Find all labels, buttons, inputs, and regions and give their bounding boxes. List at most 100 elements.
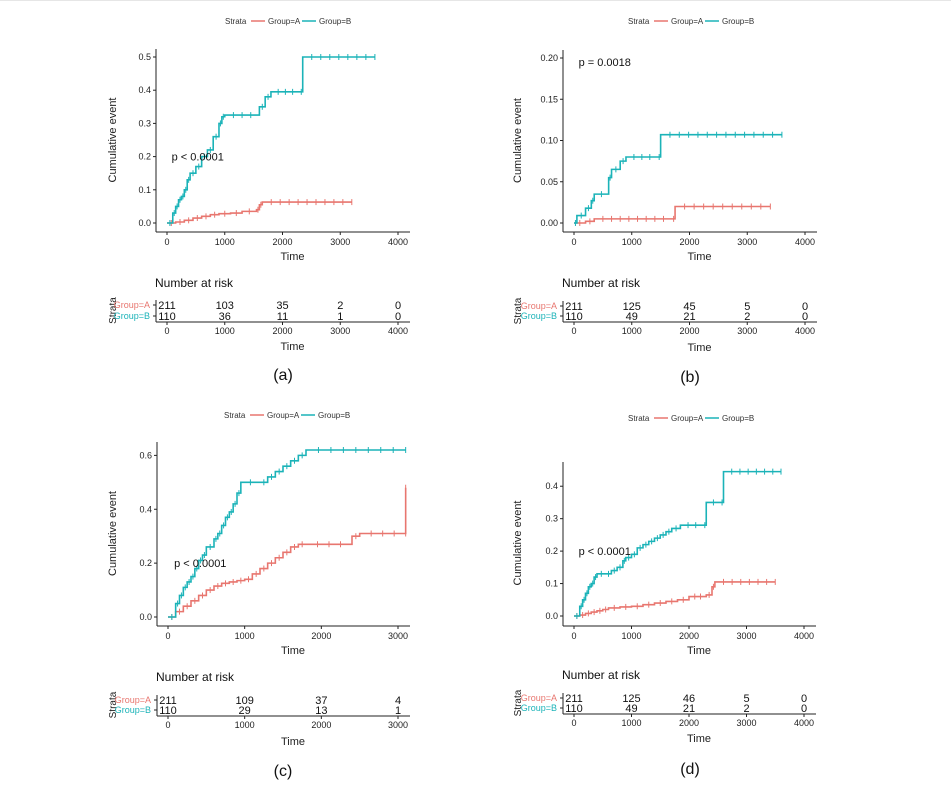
legend-title: Strata xyxy=(225,17,247,26)
km-curve-group-a xyxy=(167,201,352,224)
risk-table: Number at riskStrataGroup=AGroup=B211110… xyxy=(108,276,410,353)
y-tick-label: 0.1 xyxy=(138,185,151,195)
risk-table: Number at riskStrataGroup=AGroup=B211110… xyxy=(513,276,817,354)
risk-value-b: 0 xyxy=(802,311,808,323)
y-axis-label: Cumulative event xyxy=(512,98,524,183)
legend-label-b: Group=B xyxy=(318,411,350,420)
km-curve-group-b xyxy=(574,470,781,617)
risk-row-label-b: Group=B xyxy=(521,703,557,713)
risk-strata-label: Strata xyxy=(513,689,524,716)
legend-label-a: Group=A xyxy=(268,17,301,26)
risk-table-title: Number at risk xyxy=(562,668,641,682)
km-curve-group-b xyxy=(574,133,782,224)
legend-label-a: Group=A xyxy=(671,17,704,26)
panel-caption: (d) xyxy=(680,761,700,778)
y-tick-label: 0.0 xyxy=(545,611,558,621)
risk-value-a: 45 xyxy=(683,301,695,313)
p-value: p < 0.0001 xyxy=(579,546,631,558)
x-tick-label: 4000 xyxy=(794,631,814,641)
risk-value-b: 2 xyxy=(744,311,750,323)
y-tick-label: 0.2 xyxy=(139,558,152,568)
risk-value-a: 35 xyxy=(276,300,288,312)
legend: Strata Group=A Group=B xyxy=(628,414,754,423)
risk-value-b: 49 xyxy=(625,703,637,715)
y-tick-label: 0.2 xyxy=(545,546,558,556)
legend-label-b: Group=B xyxy=(722,17,754,26)
risk-strata-label: Strata xyxy=(513,297,524,324)
y-tick-label: 0.5 xyxy=(138,52,151,62)
risk-value-b: 49 xyxy=(626,311,638,323)
risk-table: Number at riskStrataGroup=AGroup=B211110… xyxy=(108,670,410,748)
risk-row-label-b: Group=B xyxy=(115,705,151,715)
risk-value-a: 2 xyxy=(337,300,343,312)
risk-value-b: 13 xyxy=(315,705,327,717)
y-tick-label: 0.2 xyxy=(138,152,151,162)
panel-c: Strata Group=A Group=B0.00.20.40.60 1000 200… xyxy=(107,411,410,780)
risk-value-a: 4 xyxy=(395,695,401,707)
censor-marks-b xyxy=(171,447,407,620)
legend: Strata Group=A Group=B xyxy=(225,17,351,26)
risk-value-a: 5 xyxy=(744,301,750,313)
legend-label-a: Group=A xyxy=(267,411,300,420)
top-border xyxy=(0,0,951,1)
risk-value-b: 1 xyxy=(395,705,401,717)
risk-x-axis-label: Time xyxy=(687,342,711,354)
x-tick-label: 3000 xyxy=(330,237,350,247)
x-tick-label: 2000 xyxy=(679,237,699,247)
risk-row-label-b: Group=B xyxy=(114,311,150,321)
risk-table-title: Number at risk xyxy=(155,276,234,290)
risk-value-b: 110 xyxy=(565,703,583,715)
risk-x-tick-label: 1000 xyxy=(235,720,255,730)
y-tick-label: 0.0 xyxy=(139,612,152,622)
y-tick-label: 0.0 xyxy=(138,218,151,228)
p-value: p < 0.0001 xyxy=(174,558,226,570)
risk-value-b: 0 xyxy=(801,703,807,715)
risk-value-a: 211 xyxy=(159,695,177,707)
censor-marks-b xyxy=(576,468,782,619)
risk-x-axis-label: Time xyxy=(281,736,305,748)
y-tick-label: 0.00 xyxy=(540,218,558,228)
censor-marks-b xyxy=(169,54,376,226)
panel-d: Strata Group=A Group=B0.00.10.20.30.40 1000… xyxy=(512,414,816,778)
risk-value-a: 125 xyxy=(623,301,641,313)
censor-marks-a xyxy=(579,203,771,226)
risk-value-b: 0 xyxy=(395,311,401,323)
risk-value-b: 21 xyxy=(683,311,695,323)
x-tick-label: 0 xyxy=(164,237,169,247)
legend: Strata Group=A Group=B xyxy=(224,411,350,420)
risk-x-tick-label: 2000 xyxy=(679,718,699,728)
x-axis-label: Time xyxy=(280,251,304,263)
risk-value-a: 5 xyxy=(743,693,749,705)
x-tick-label: 4000 xyxy=(795,237,815,247)
risk-row-label-a: Group=A xyxy=(521,693,557,703)
x-axis-label: Time xyxy=(687,251,711,263)
panel-caption: (b) xyxy=(680,369,700,386)
x-tick-label: 4000 xyxy=(388,237,408,247)
risk-table: Number at riskStrataGroup=AGroup=B211110… xyxy=(513,668,816,745)
risk-table-title: Number at risk xyxy=(156,670,235,684)
km-curve-group-a xyxy=(574,581,776,617)
risk-value-a: 46 xyxy=(683,693,695,705)
risk-value-a: 211 xyxy=(565,301,583,313)
x-tick-label: 1000 xyxy=(235,631,255,641)
y-tick-label: 0.10 xyxy=(540,136,558,146)
panel-caption: (a) xyxy=(273,367,293,384)
risk-x-tick-label: 0 xyxy=(571,718,576,728)
risk-x-tick-label: 2000 xyxy=(311,720,331,730)
x-tick-label: 0 xyxy=(571,631,576,641)
x-tick-label: 1000 xyxy=(622,237,642,247)
legend-title: Strata xyxy=(224,411,246,420)
risk-x-tick-label: 1000 xyxy=(621,718,641,728)
km-curve-group-b xyxy=(168,449,406,618)
risk-x-tick-label: 3000 xyxy=(330,326,350,336)
y-axis-label: Cumulative event xyxy=(512,501,524,586)
risk-x-axis-label: Time xyxy=(687,733,711,745)
y-tick-label: 0.05 xyxy=(540,177,558,187)
risk-value-b: 110 xyxy=(159,705,177,717)
risk-value-b: 110 xyxy=(158,311,176,323)
panel-a: Strata Group=A Group=B0.00.10.20.30.40.50 1… xyxy=(107,17,410,384)
risk-x-tick-label: 0 xyxy=(165,720,170,730)
y-axis-label: Cumulative event xyxy=(107,98,119,183)
risk-x-tick-label: 4000 xyxy=(795,326,815,336)
